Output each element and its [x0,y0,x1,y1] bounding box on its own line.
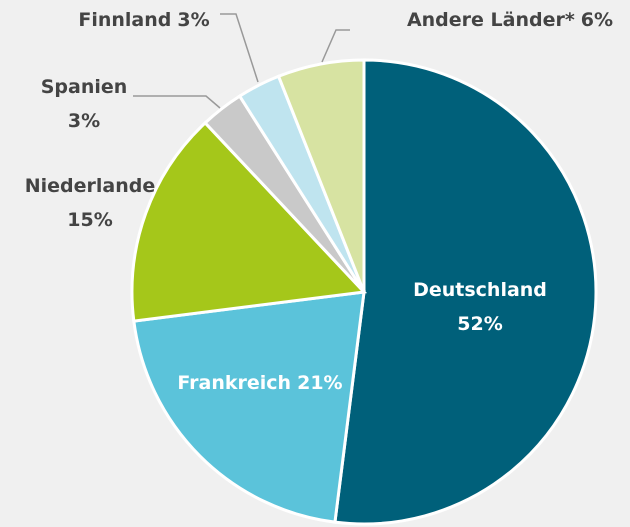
value-label: 3% [68,110,100,132]
category-label: Frankreich [177,372,291,394]
leader-line [220,13,259,83]
category-label: Niederlande [25,175,156,197]
slice-label: Niederlande 15% [25,175,156,231]
category-label: Spanien [41,76,128,98]
slice-label: Finnland 3% [78,9,209,31]
leader-lines [133,13,350,109]
slice-label: Frankreich 21% [177,372,342,394]
pie-slice [130,120,368,323]
slice-label: Andere Länder* 6% [407,9,613,31]
pie-slice [276,58,366,293]
pie-slice [333,58,598,526]
category-label: Deutschland [413,279,547,301]
value-label: 15% [67,209,112,231]
leader-line [133,95,221,109]
category-label: Finnland [78,9,171,31]
pie [130,58,598,526]
slice-label: Deutschland 52% [413,279,547,335]
value-label: 21% [297,372,342,394]
pie-slice [132,290,366,524]
value-label: 52% [457,313,502,335]
slice-label: Spanien 3% [41,76,128,132]
leader-line [321,29,350,63]
value-label: 3% [177,9,209,31]
category-label: Andere Länder* [407,9,575,31]
value-label: 6% [581,9,613,31]
